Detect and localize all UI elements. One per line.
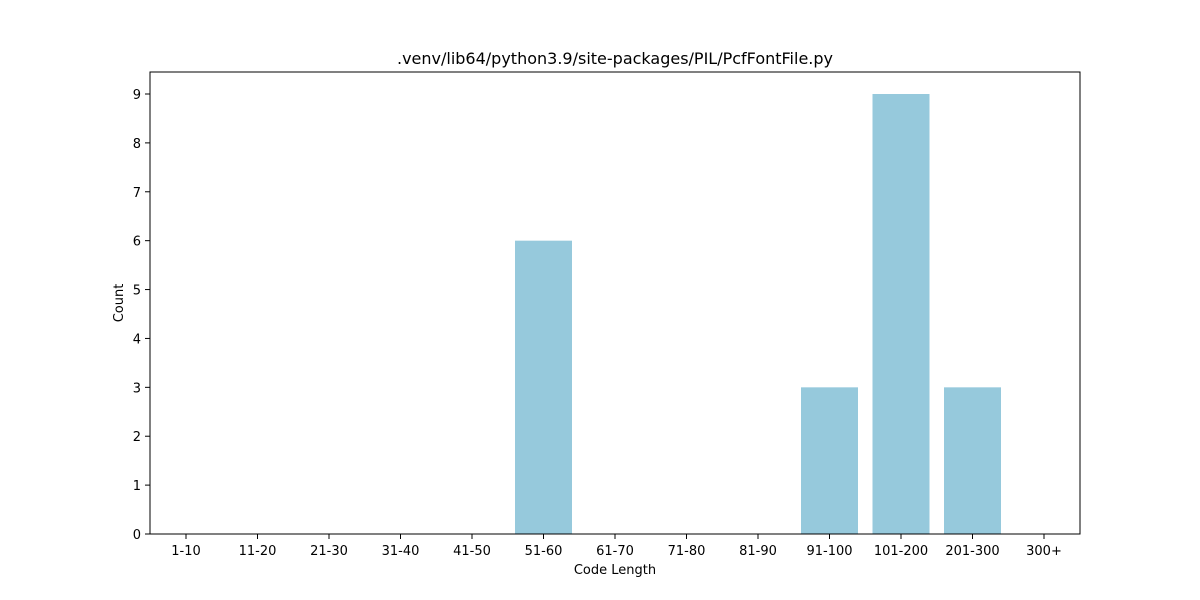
chart-title: .venv/lib64/python3.9/site-packages/PIL/… — [397, 49, 833, 68]
x-tick-label: 11-20 — [239, 544, 277, 559]
y-tick-label: 5 — [133, 284, 141, 299]
bar-51-60 — [515, 240, 572, 534]
bar-101-200 — [872, 94, 930, 534]
x-tick-label: 71-80 — [668, 544, 706, 559]
x-tick-label: 21-30 — [310, 544, 348, 559]
x-axis: 1-10 11-20 21-30 31-40 41-50 51-60 61-70 71-80 8… — [171, 534, 1062, 559]
x-tick-label: 201-300 — [945, 544, 999, 559]
x-tick-label: 300+ — [1026, 544, 1062, 559]
x-axis-label: Code Length — [574, 563, 656, 578]
plot-frame — [149, 71, 1081, 535]
y-tick-label: 2 — [133, 430, 141, 445]
bar-91-100 — [801, 387, 858, 534]
x-tick-label: 31-40 — [382, 544, 420, 559]
y-tick-label: 1 — [133, 479, 141, 494]
x-tick-label: 1-10 — [171, 544, 201, 559]
y-tick-label: 9 — [133, 88, 141, 103]
y-axis: 0 1 2 3 4 5 6 7 8 9 — [133, 88, 150, 543]
y-tick-label: 7 — [133, 186, 141, 201]
x-tick-label: 41-50 — [453, 544, 491, 559]
y-tick-label: 4 — [133, 332, 141, 347]
y-tick-label: 6 — [133, 235, 141, 250]
x-tick-label: 51-60 — [525, 544, 563, 559]
y-tick-label: 3 — [133, 381, 141, 396]
x-tick-label: 61-70 — [596, 544, 634, 559]
bars-layer — [515, 94, 1001, 534]
x-tick-label: 101-200 — [874, 544, 928, 559]
y-tick-label: 8 — [133, 137, 141, 152]
x-tick-label: 91-100 — [806, 544, 852, 559]
bar-201-300 — [944, 387, 1001, 534]
x-tick-label: 81-90 — [739, 544, 777, 559]
y-axis-label: Count — [112, 284, 127, 323]
y-tick-label: 0 — [133, 528, 141, 543]
